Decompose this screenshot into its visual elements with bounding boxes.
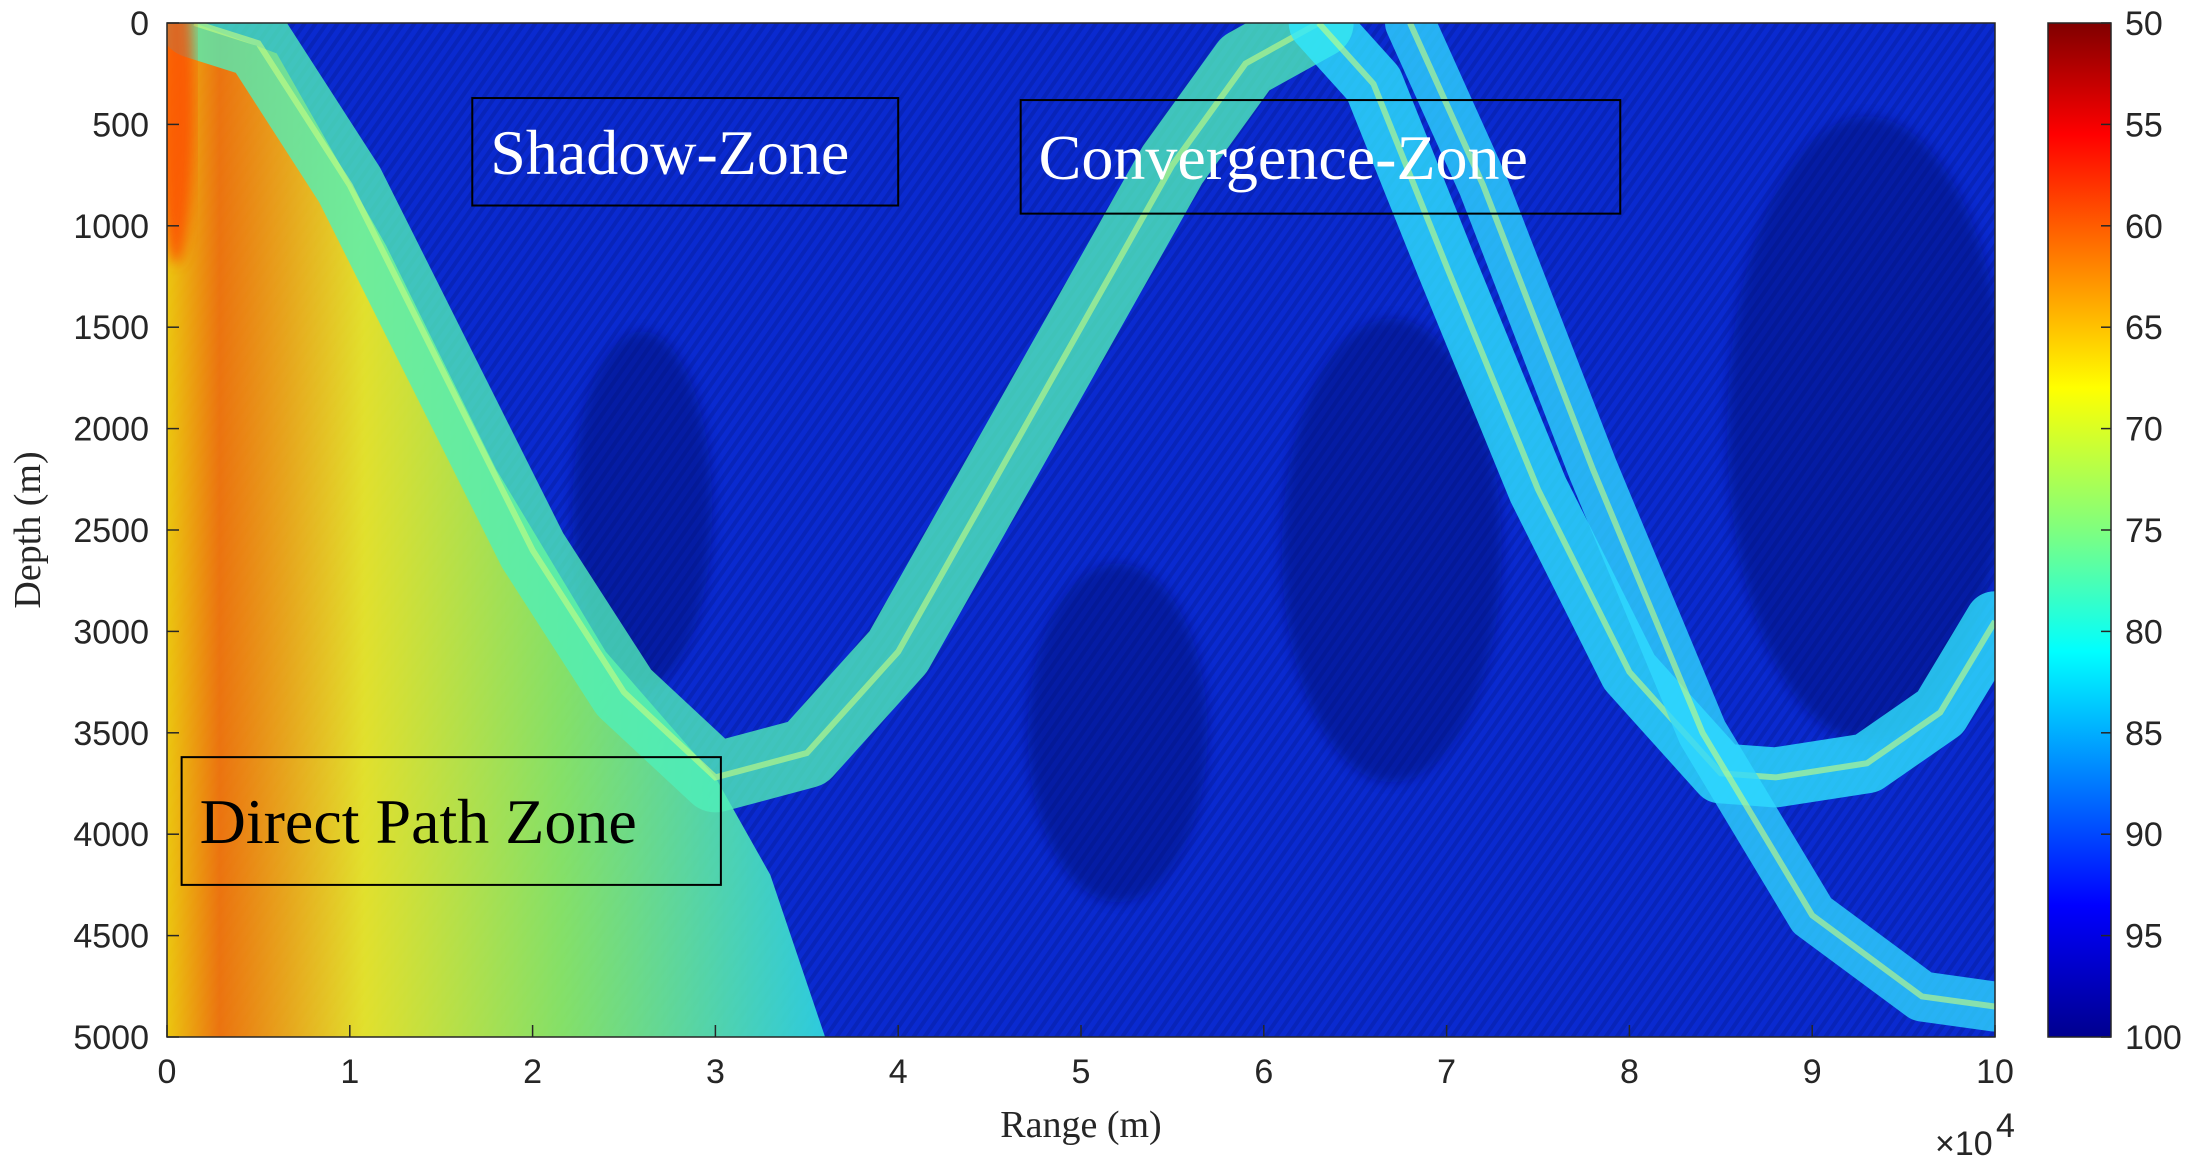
x-tick-label-6: 6 (1254, 1053, 1273, 1091)
colorbar-tick-label-65: 65 (2125, 309, 2163, 347)
colorbar-tick-label-100: 100 (2125, 1019, 2182, 1057)
zone-annotations: Shadow-Zone Convergence-Zone Direct Path Z… (180, 97, 1622, 886)
colorbar: 50 55 60 65 70 75 80 85 90 95 100 (2047, 5, 2182, 1057)
zone-box-2 (180, 756, 722, 886)
low-intensity-region-3 (572, 331, 713, 689)
y-tick-label-1500: 1500 (73, 309, 149, 347)
colorbar-tick-label-95: 95 (2125, 918, 2163, 956)
x-exponent-label: ×10 (1935, 1125, 1993, 1163)
x-exponent-power: 4 (1996, 1107, 2015, 1145)
x-tick-label-8: 8 (1620, 1053, 1639, 1091)
plot-area (167, 23, 1995, 1037)
y-tick-label-4500: 4500 (73, 918, 149, 956)
y-tick-label-0: 0 (130, 5, 149, 43)
y-axis-title: Depth (m) (7, 451, 49, 608)
y-tick-label-2000: 2000 (73, 411, 149, 449)
zone-label-2: Direct Path Zone (200, 786, 637, 857)
y-tick-label-2500: 2500 (73, 512, 149, 550)
low-intensity-region-1 (1281, 318, 1502, 783)
x-tick-label-0: 0 (158, 1053, 177, 1091)
x-tick-label-3: 3 (706, 1053, 725, 1091)
low-intensity-region-0 (1027, 563, 1208, 903)
y-tick-label-5000: 5000 (73, 1019, 149, 1057)
x-tick-label-2: 2 (523, 1053, 542, 1091)
y-tick-label-3500: 3500 (73, 715, 149, 753)
x-tick-label-5: 5 (1072, 1053, 1091, 1091)
y-tick-label-1000: 1000 (73, 208, 149, 246)
x-tick-label-10: 10 (1976, 1053, 2014, 1091)
colorbar-tick-label-75: 75 (2125, 512, 2163, 550)
zone-label-0: Shadow-Zone (490, 117, 849, 188)
y-tick-label-500: 500 (92, 106, 149, 144)
colorbar-tick-label-60: 60 (2125, 208, 2163, 246)
zone-box-1 (1019, 99, 1622, 215)
y-tick-label-4000: 4000 (73, 816, 149, 854)
ray-path-core-direct-path-arc (193, 23, 1321, 781)
ray-path-core-bottom-reflected-arc (1407, 23, 1995, 1010)
axes: 0 1 2 3 4 5 6 7 8 9 10 0 500 1000 1500 2000 2500 3000 3500… (7, 5, 2015, 1163)
x-tick-label-7: 7 (1437, 1053, 1456, 1091)
zone-box-0 (471, 97, 900, 207)
x-tick-label-4: 4 (889, 1053, 908, 1091)
colorbar-tick-label-90: 90 (2125, 816, 2163, 854)
colorbar-tick-label-85: 85 (2125, 715, 2163, 753)
source-hotspot (167, 23, 195, 265)
colorbar-tick-label-80: 80 (2125, 613, 2163, 651)
zone-label-1: Convergence-Zone (1039, 122, 1528, 193)
x-tick-label-9: 9 (1803, 1053, 1822, 1091)
colorbar-tick-label-70: 70 (2125, 411, 2163, 449)
colorbar-tick-label-55: 55 (2125, 106, 2163, 144)
x-axis-title: Range (m) (1000, 1104, 1161, 1146)
y-tick-label-3000: 3000 (73, 613, 149, 651)
colorbar-tick-label-50: 50 (2125, 5, 2163, 43)
x-tick-label-1: 1 (340, 1053, 359, 1091)
low-intensity-region-2 (1727, 116, 1995, 741)
